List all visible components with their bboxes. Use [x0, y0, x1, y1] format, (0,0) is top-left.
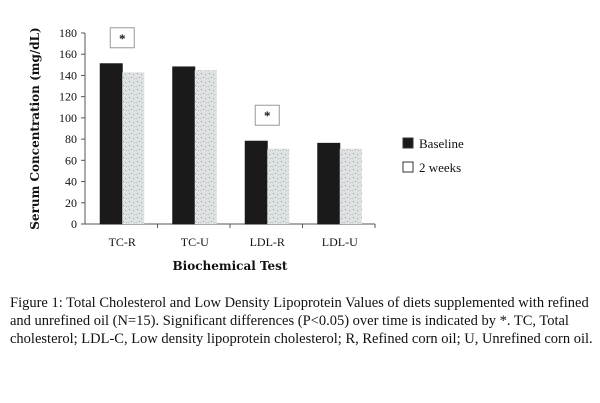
significance-marker: *	[119, 31, 126, 46]
y-axis-title: Serum Concentration (mg/dL)	[28, 27, 42, 229]
y-tick-label: 20	[65, 196, 77, 210]
bar-2-weeks	[194, 70, 217, 224]
bar-2-weeks	[267, 148, 290, 224]
bar-chart-svg: 0 20 40 60 80 100 120 140 160 180 TC-R TC-U LDL-R LDL…	[28, 26, 464, 273]
legend-label-2-weeks: 2 weeks	[419, 160, 461, 175]
figure-caption: Figure 1: Total Cholesterol and Low Dens…	[10, 295, 593, 347]
y-tick-label: 140	[59, 68, 77, 82]
legend-label-baseline: Baseline	[419, 136, 464, 151]
bar-baseline	[317, 142, 341, 225]
bar-2-weeks	[122, 72, 145, 224]
y-tick-label: 40	[65, 175, 77, 189]
y-tick-label: 0	[71, 217, 77, 231]
chart: 0 20 40 60 80 100 120 140 160 180 TC-R TC-U LDL-R LDL…	[28, 26, 464, 273]
x-tick-label: LDL-R	[250, 235, 285, 249]
y-tick-label: 80	[65, 132, 77, 146]
legend-swatch-2-weeks	[402, 161, 414, 173]
bar-baseline	[99, 63, 123, 225]
y-tick-label: 160	[59, 47, 77, 61]
bar-2-weeks	[339, 148, 362, 224]
y-tick-label: 180	[59, 26, 77, 40]
significance-box	[109, 27, 135, 49]
bar-baseline	[244, 140, 268, 225]
x-axis-title: Biochemical Test	[173, 259, 288, 273]
y-tick-label: 60	[65, 153, 77, 167]
y-tick-label: 120	[59, 90, 77, 104]
x-tick-label: TC-R	[109, 235, 136, 249]
bar-baseline	[172, 66, 196, 225]
y-tick-label: 100	[59, 111, 77, 125]
significance-marker: *	[264, 108, 271, 123]
x-tick-label: LDL-U	[322, 235, 358, 249]
legend-swatch-baseline	[402, 137, 414, 149]
x-tick-label: TC-U	[181, 235, 209, 249]
significance-box	[254, 104, 280, 126]
